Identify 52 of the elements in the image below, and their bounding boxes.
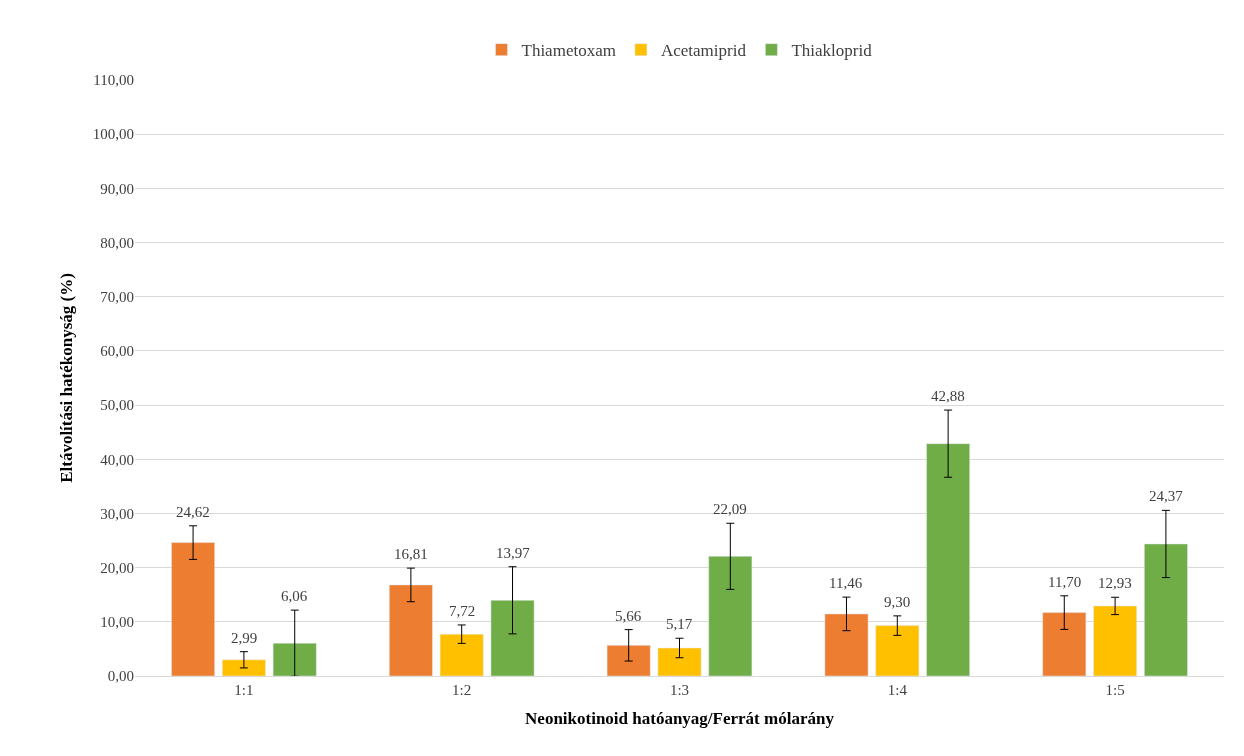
bar <box>606 645 651 676</box>
data-label: 11,46 <box>829 575 863 591</box>
bar <box>657 647 702 676</box>
bar <box>926 443 970 676</box>
x-tick-label: 1:4 <box>887 682 908 698</box>
y-tick-label: 80,00 <box>100 234 134 251</box>
bar <box>171 542 215 676</box>
data-label: 9,30 <box>884 594 911 610</box>
data-label: 5,66 <box>615 608 642 624</box>
x-axis-title: Neonikotinoid hatóanyag/Ferrát mólarány <box>525 709 835 729</box>
y-tick-label: 10,00 <box>100 614 134 631</box>
bar <box>1042 612 1087 676</box>
legend-label: Acetamiprid <box>660 41 747 61</box>
bar <box>222 659 266 676</box>
y-tick-label: 20,00 <box>100 559 134 576</box>
bar <box>824 613 869 676</box>
bar <box>1144 543 1188 676</box>
bar <box>708 556 753 676</box>
y-tick-label: 70,00 <box>100 288 134 305</box>
legend-label: Thiakloprid <box>791 41 873 61</box>
x-tick-label: 1:5 <box>1105 682 1125 698</box>
data-label: 24,62 <box>176 504 210 520</box>
x-tick-label: 1:1 <box>234 682 254 698</box>
data-label: 11,70 <box>1048 574 1082 590</box>
data-label: 24,37 <box>1149 488 1184 504</box>
y-tick-label: 60,00 <box>100 343 134 360</box>
y-tick-label: 0,00 <box>107 668 134 685</box>
y-tick-label: 110,00 <box>93 72 134 89</box>
y-tick-label: 100,00 <box>92 126 134 143</box>
bar <box>875 625 920 676</box>
y-tick-label: 90,00 <box>100 180 134 197</box>
data-label: 6,06 <box>281 588 308 604</box>
data-label: 12,93 <box>1098 575 1132 591</box>
data-label: 13,97 <box>496 545 531 561</box>
y-tick-label: 30,00 <box>100 505 134 522</box>
data-label: 22,09 <box>713 501 747 517</box>
y-axis-title: Eltávolítási hatékonyság (%) <box>57 273 77 483</box>
data-label: 16,81 <box>394 546 428 562</box>
x-tick-label: 1:2 <box>452 682 472 698</box>
data-label: 7,72 <box>449 603 476 619</box>
bar <box>389 584 433 676</box>
bar <box>272 642 317 676</box>
y-tick-label: 40,00 <box>100 451 134 468</box>
legend-label: Thiametoxam <box>521 41 616 61</box>
bar <box>439 633 484 676</box>
bar <box>490 600 535 676</box>
data-label: 2,99 <box>231 630 258 646</box>
data-label: 42,88 <box>931 388 965 404</box>
data-label: 5,17 <box>666 616 693 632</box>
x-tick-label: 1:3 <box>669 682 690 698</box>
y-tick-label: 50,00 <box>100 397 134 414</box>
bar <box>1093 605 1137 676</box>
